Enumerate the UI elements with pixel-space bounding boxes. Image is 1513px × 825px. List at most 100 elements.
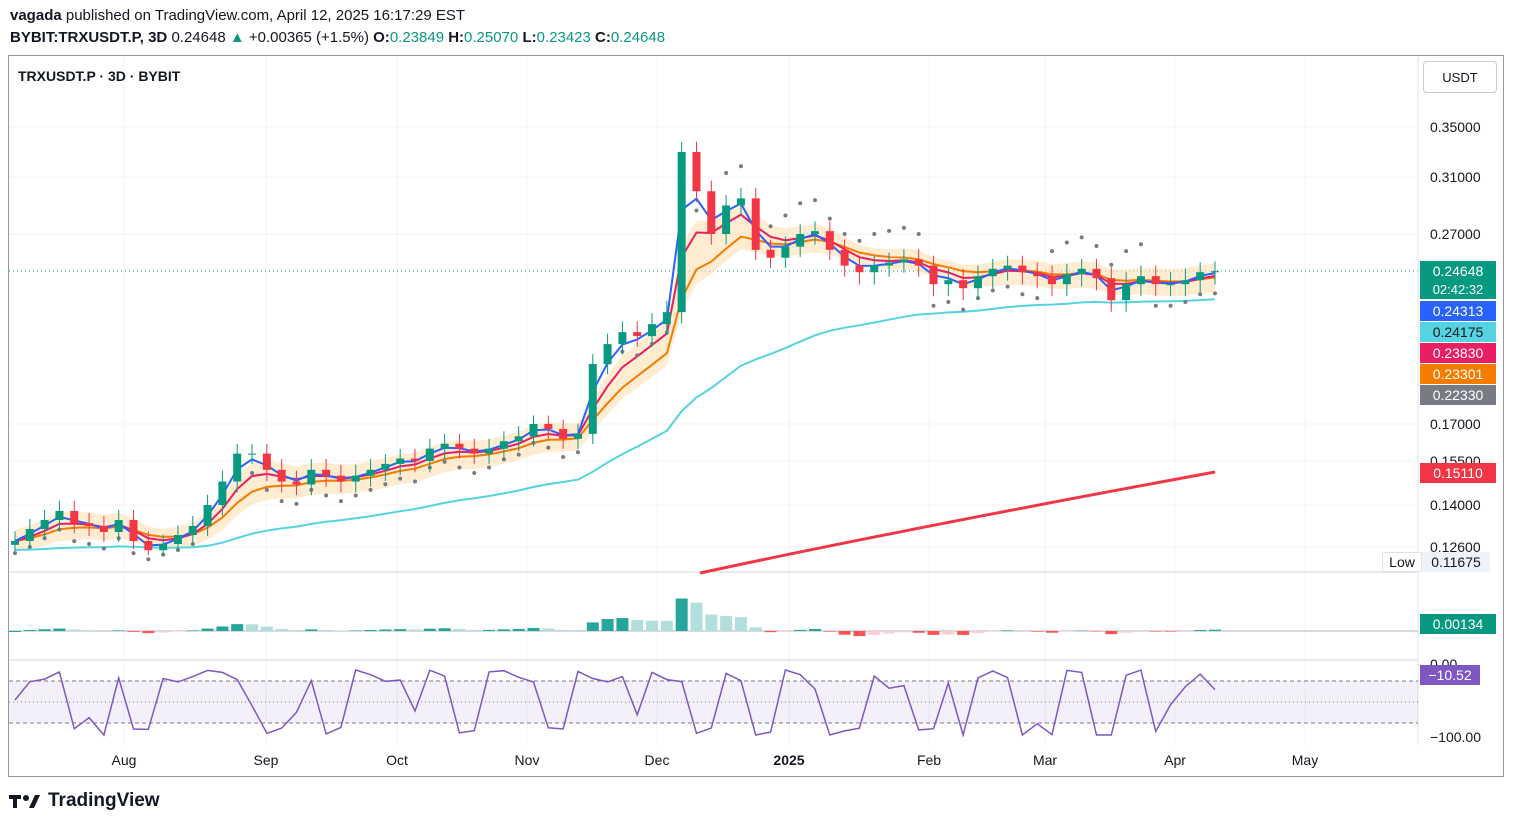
sar-dot (13, 551, 17, 556)
histogram-bar (53, 628, 66, 631)
sar-dot (72, 539, 77, 544)
histogram-bar (794, 629, 807, 631)
candle-body (11, 541, 19, 545)
ohlc-bar: BYBIT:TRXUSDT.P, 3D 0.24648 ▲ +0.00365 (… (10, 29, 665, 46)
sar-dot (1035, 296, 1040, 301)
histogram-bar (660, 620, 673, 631)
histogram-bar (497, 629, 510, 631)
histogram-bar (631, 619, 644, 631)
chart-frame[interactable] (8, 55, 1504, 777)
sar-dot (383, 482, 388, 487)
tradingview-logo[interactable]: TradingView (9, 790, 160, 812)
sar-dot (353, 493, 358, 498)
time-axis-tick: Feb (916, 752, 942, 768)
sar-dot (931, 303, 936, 308)
candle-body (336, 475, 345, 482)
histogram-bar (868, 631, 881, 635)
histogram-bar (438, 628, 451, 631)
histogram-bar (112, 630, 125, 631)
low-marker-value: 0.11675 (1422, 552, 1490, 572)
time-axis-tick: Dec (644, 752, 670, 768)
sar-dot (961, 307, 966, 312)
histogram-bar (275, 628, 288, 631)
histogram-bar (349, 630, 362, 631)
sar-dot (738, 164, 743, 169)
candle-body (988, 268, 997, 277)
ema-slow-label: 0.24175 (1420, 322, 1496, 342)
candle-body (588, 364, 597, 434)
sar-dot (516, 452, 521, 457)
last-price-label: 0.24648 (1420, 261, 1496, 281)
histogram-bar (468, 629, 481, 631)
sar-dot (946, 299, 951, 304)
histogram-bar (246, 624, 259, 631)
histogram-bar (320, 629, 333, 631)
time-axis-tick: 2025 (773, 752, 805, 768)
histogram-bar (68, 629, 81, 631)
candle-body (1136, 276, 1145, 285)
candle-body (381, 463, 390, 470)
candle-body (736, 198, 745, 206)
candle-body (322, 469, 331, 476)
candle-body (144, 541, 153, 551)
histogram-bar (83, 630, 96, 631)
currency-button[interactable]: USDT (1423, 61, 1497, 93)
candle-body (648, 324, 657, 337)
candle-body (662, 312, 671, 325)
time-axis-tick: Nov (514, 752, 540, 768)
candle-body (292, 481, 301, 485)
sar-dot (916, 232, 921, 236)
histogram-bar (764, 631, 777, 633)
price-axis-tick: 0.31000 (1430, 169, 1481, 185)
sar-dot (783, 213, 788, 218)
sar-dot (1183, 299, 1188, 304)
sar-dot (457, 465, 462, 470)
brand-name: TradingView (48, 790, 160, 811)
sar-dot (1213, 291, 1217, 296)
sar-dot (694, 208, 699, 213)
sar-dot (101, 546, 106, 551)
candle-body (129, 520, 138, 541)
candle-body (1092, 268, 1101, 279)
histogram-bar (364, 630, 377, 631)
oscillator-value-label: −10.52 (1420, 665, 1480, 685)
histogram-bar (142, 631, 155, 634)
candle-body (825, 231, 834, 250)
candle-body (929, 265, 938, 285)
candle-body (396, 458, 405, 464)
histogram-bar (705, 614, 718, 631)
histogram-bar (1105, 631, 1118, 635)
histogram-bar (1209, 629, 1221, 631)
candle-body (529, 424, 538, 437)
candle-body (440, 443, 449, 449)
histogram-bar (586, 622, 599, 631)
ma-pink-label: 0.23830 (1420, 343, 1496, 363)
open-value: 0.23849 (389, 29, 445, 46)
candle-body (811, 231, 819, 234)
histogram-bar (1046, 631, 1059, 633)
candle-body (499, 441, 508, 449)
sar-dot (827, 216, 832, 221)
candle-body (1033, 272, 1042, 277)
histogram-bar (942, 631, 955, 635)
close-value: 0.24648 (610, 29, 666, 46)
sar-dot (990, 288, 995, 293)
candle-body (692, 152, 701, 192)
sar-dot (294, 501, 299, 506)
histogram-bar (1194, 630, 1207, 631)
candle-body (233, 453, 242, 482)
candle-body (114, 520, 123, 532)
candle-body (766, 249, 775, 258)
candle-body (870, 265, 879, 273)
candle-body (840, 249, 849, 266)
candle-body (1166, 284, 1175, 286)
countdown-label: 02:42:32 (1420, 280, 1496, 299)
candle-body (1077, 268, 1086, 275)
candle-body (855, 265, 864, 273)
candle-body (99, 526, 108, 532)
sar-dot (1168, 303, 1173, 308)
candle-body (411, 458, 419, 461)
histogram-bar (216, 626, 229, 631)
candle-body (248, 453, 257, 455)
